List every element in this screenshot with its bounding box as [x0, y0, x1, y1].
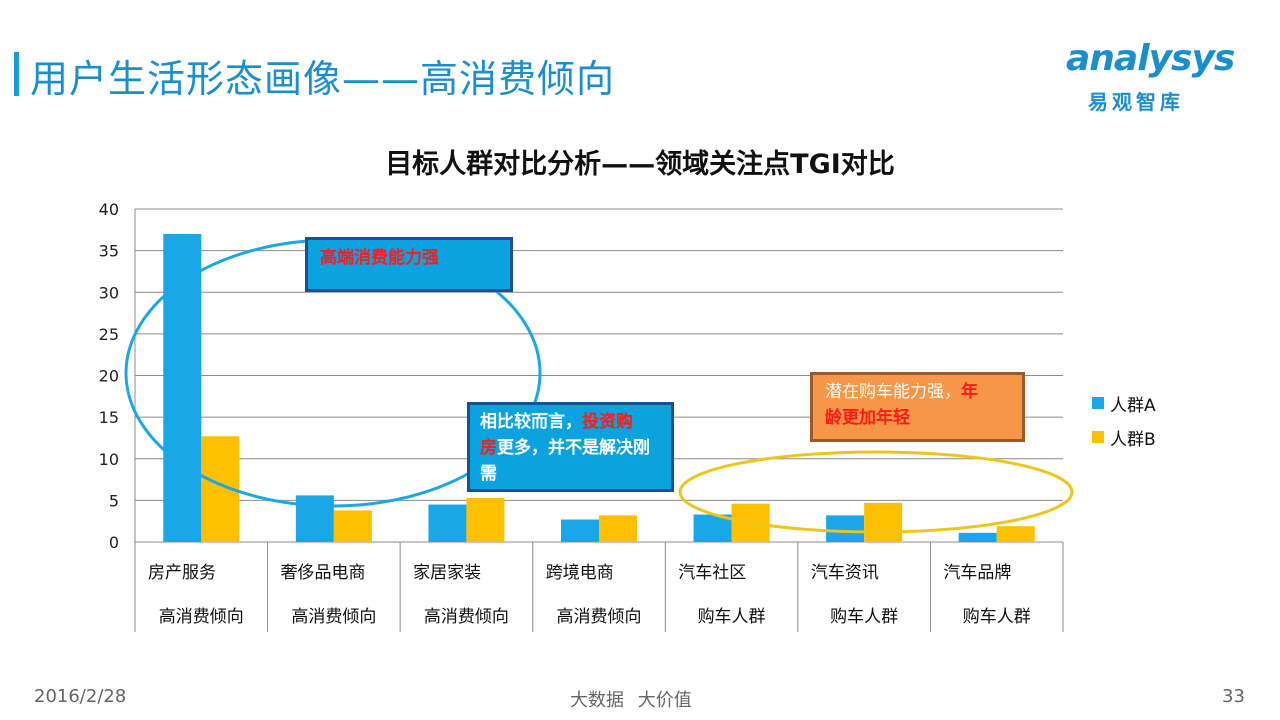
group-label: 高消费倾向: [424, 607, 509, 627]
annotation-car-prefix: 潜在购车能力强，: [825, 382, 961, 402]
category-label: 汽车资讯: [811, 563, 879, 583]
category-label: 奢侈品电商: [281, 563, 366, 583]
bar-a: [295, 495, 334, 542]
bar-a: [958, 532, 997, 542]
chart-legend: 人群A 人群B: [1092, 386, 1156, 454]
legend-item-b: 人群B: [1092, 420, 1156, 454]
category-label: 汽车品牌: [943, 563, 1011, 583]
annotation-relative-red-1: 投资购: [582, 412, 633, 432]
y-tick-label: 35: [99, 242, 119, 261]
legend-swatch-a: [1092, 397, 1104, 409]
annotation-car-red-1: 年: [961, 382, 978, 402]
bar-b: [333, 510, 372, 542]
bar-a: [428, 504, 467, 542]
logo-subtitle: 易观智库: [1088, 90, 1184, 114]
category-label: 房产服务: [148, 563, 216, 583]
footer-slogan: 大数据 大价值: [570, 690, 692, 711]
group-label: 高消费倾向: [557, 607, 642, 627]
bar-b: [864, 502, 903, 542]
annotation-relative: 相比较而言，投资购房更多，并不是解决刚需: [467, 402, 674, 492]
y-tick-label: 20: [99, 367, 119, 386]
annotation-relative-suffix: 更多，并不是解决刚需: [480, 438, 650, 484]
bar-a: [561, 519, 599, 542]
annotation-high-end-text: 高端消费能力强: [320, 248, 439, 268]
y-tick-label: 5: [109, 491, 119, 510]
page-title: 用户生活形态画像——高消费倾向: [30, 57, 616, 101]
highlight-ellipse-yellow: [678, 450, 1074, 534]
group-label: 高消费倾向: [291, 607, 376, 627]
bar-b: [599, 515, 637, 542]
category-label: 汽车社区: [678, 563, 746, 583]
legend-label-a: 人群A: [1110, 395, 1156, 416]
y-tick-label: 30: [99, 283, 119, 302]
annotation-relative-prefix: 相比较而言，: [480, 412, 582, 432]
annotation-car-red-2: 龄更加年轻: [825, 408, 910, 428]
group-label: 高消费倾向: [159, 607, 244, 627]
legend-label-b: 人群B: [1110, 429, 1156, 450]
annotation-high-end: 高端消费能力强: [305, 237, 513, 292]
analysys-logo: analysys 易观智库: [1060, 38, 1250, 118]
group-label: 购车人群: [963, 607, 1031, 627]
title-accent-bar: [14, 52, 19, 96]
bar-b: [996, 526, 1035, 542]
annotation-car: 潜在购车能力强，年龄更加年轻: [810, 372, 1025, 442]
page-number: 33: [1222, 686, 1245, 707]
bar-a: [163, 233, 202, 542]
bar-b: [466, 497, 505, 542]
legend-item-a: 人群A: [1092, 386, 1156, 420]
bar-a: [826, 515, 865, 542]
group-label: 购车人群: [830, 607, 898, 627]
group-label: 购车人群: [698, 607, 766, 627]
y-tick-label: 40: [99, 200, 119, 219]
category-label: 家居家装: [413, 563, 481, 583]
y-tick-label: 15: [99, 408, 119, 427]
footer-date: 2016/2/28: [34, 686, 127, 707]
category-label: 跨境电商: [546, 563, 614, 583]
y-tick-label: 25: [99, 325, 119, 344]
chart-title: 目标人群对比分析——领域关注点TGI对比: [385, 149, 895, 180]
y-tick-label: 10: [99, 450, 119, 469]
legend-swatch-b: [1092, 431, 1104, 443]
annotation-relative-red-2: 房: [480, 438, 497, 458]
y-tick-label: 0: [109, 533, 119, 552]
logo-text: analysys: [1066, 38, 1235, 79]
